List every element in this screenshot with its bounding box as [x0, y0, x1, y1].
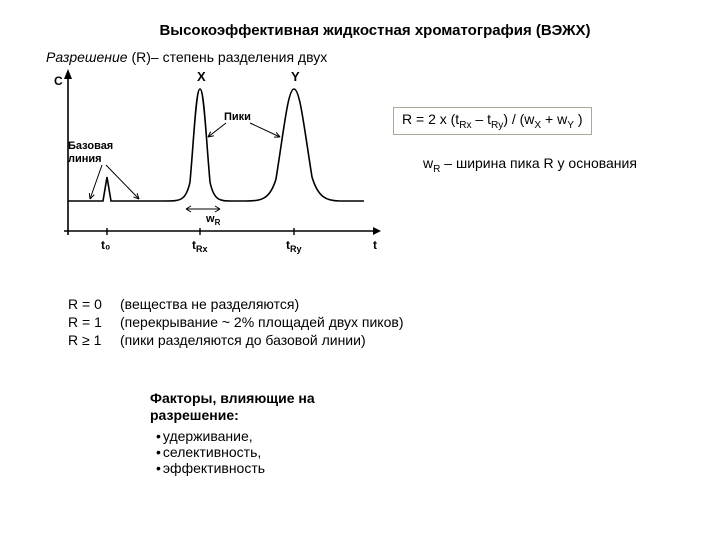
resolution-formula: R = 2 x (tRx – tRy) / (wX + wY ) — [393, 107, 592, 135]
resolution-values-list: R = 0(вещества не разделяются)R = 1(пере… — [68, 296, 680, 348]
resolution-value-row: R = 0(вещества не разделяются) — [68, 296, 680, 312]
peak-width-note: wR – ширина пика R y основания — [423, 155, 680, 176]
factors-title: Факторы, влияющие на разрешение: — [150, 390, 380, 424]
factor-item: селективность, — [156, 444, 680, 460]
resolution-value-rhs: (пики разделяются до базовой линии) — [120, 332, 680, 348]
factor-item: удерживание, — [156, 428, 680, 444]
svg-text:линия: линия — [68, 153, 102, 165]
resolution-value-rhs: (перекрывание ~ 2% площадей двух пиков) — [120, 314, 680, 330]
resolution-value-row: R = 1(перекрывание ~ 2% площадей двух пи… — [68, 314, 680, 330]
page-title: Высокоэффективная жидкостная хроматограф… — [70, 22, 680, 39]
resolution-value-lhs: R ≥ 1 — [68, 332, 120, 348]
resolution-value-lhs: R = 0 — [68, 296, 120, 312]
svg-text:Пики: Пики — [224, 111, 251, 123]
svg-text:t: t — [373, 238, 377, 252]
resolution-value-row: R ≥ 1(пики разделяются до базовой линии) — [68, 332, 680, 348]
definition-line: Разрешение (R)– степень разделения двух — [46, 49, 680, 65]
svg-text:Базовая: Базовая — [68, 140, 113, 152]
svg-text:wR: wR — [205, 213, 221, 227]
svg-text:tRx: tRx — [192, 238, 208, 254]
svg-text:Y: Y — [291, 69, 300, 84]
chromatogram-chart: Ct t₀ tRx tRy X Y Базоваялиния Пики wR — [40, 67, 385, 282]
svg-text:C: C — [54, 74, 63, 88]
factor-item: эффективность — [156, 460, 680, 476]
svg-text:X: X — [197, 69, 206, 84]
factors-list: удерживание,селективность,эффективность — [150, 428, 680, 476]
resolution-value-lhs: R = 1 — [68, 314, 120, 330]
resolution-value-rhs: (вещества не разделяются) — [120, 296, 680, 312]
svg-text:t₀: t₀ — [101, 238, 110, 252]
svg-text:tRy: tRy — [286, 238, 302, 254]
factors-block: Факторы, влияющие на разрешение: удержив… — [150, 390, 680, 476]
definition-lead: Разрешение — [46, 49, 128, 65]
